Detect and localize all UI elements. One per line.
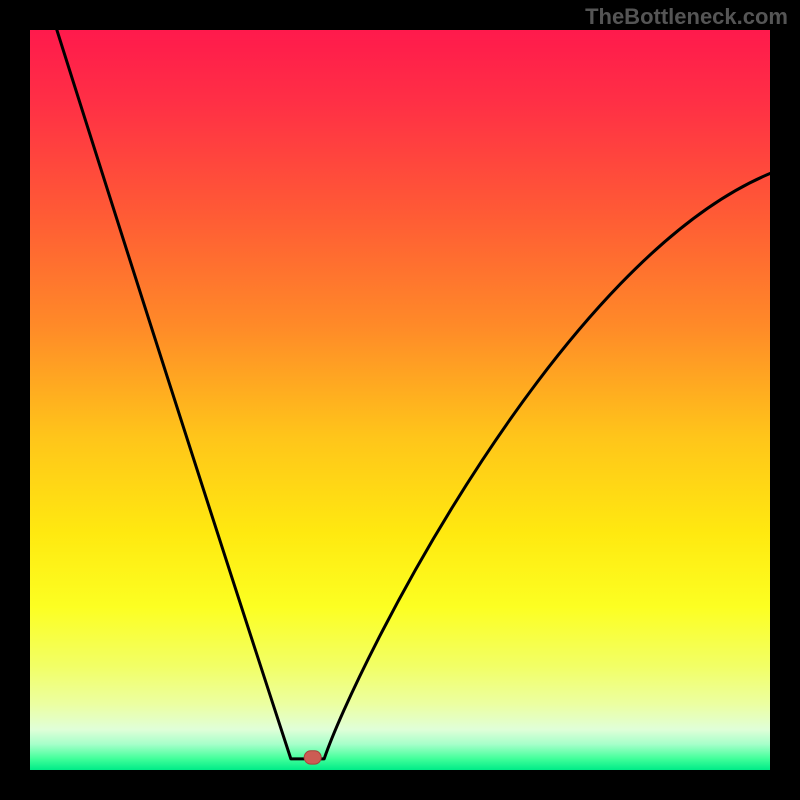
plot-svg [30,30,770,770]
watermark-text: TheBottleneck.com [585,4,788,30]
optimal-point-marker [304,751,321,764]
plot-area [30,30,770,770]
gradient-background [30,30,770,770]
chart-canvas: TheBottleneck.com [0,0,800,800]
